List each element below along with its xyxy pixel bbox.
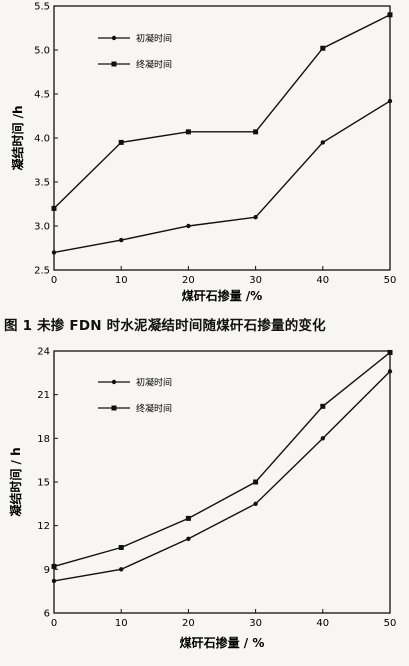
data-point	[51, 250, 57, 255]
series-line-2	[53, 14, 391, 209]
data-point	[51, 205, 57, 211]
x-tick-label: 30	[249, 618, 262, 629]
series-line-1	[53, 370, 391, 582]
data-point	[119, 567, 124, 572]
y-tick-label: 2.5	[34, 266, 50, 277]
x-tick-label: 20	[182, 618, 195, 629]
y-tick-label: 21	[37, 390, 50, 401]
data-point	[320, 140, 325, 145]
data-point	[186, 536, 191, 541]
x-tick-label: 10	[115, 275, 128, 286]
y-tick-label: 5.0	[34, 46, 50, 57]
y-axis-label: 凝结时间 /h	[10, 105, 25, 170]
data-point	[51, 563, 57, 569]
data-point	[387, 98, 393, 104]
data-point	[320, 45, 326, 51]
data-point	[186, 223, 191, 229]
y-tick-label: 4.0	[34, 134, 50, 145]
x-tick-label: 30	[249, 275, 262, 286]
plot-frame	[53, 350, 391, 614]
legend-label: 初凝时间	[136, 377, 172, 389]
y-tick-label: 6	[44, 609, 50, 620]
series-line-2	[53, 351, 391, 568]
y-tick-label: 5.5	[34, 2, 50, 13]
x-axis-label: 煤矸石掺量 / %	[180, 635, 265, 650]
data-point	[119, 237, 124, 243]
x-axis-label: 煤矸石掺量 /%	[182, 288, 263, 303]
x-tick-label: 50	[384, 618, 397, 629]
data-point	[51, 578, 57, 584]
x-tick-label: 0	[51, 618, 57, 629]
x-tick-label: 10	[115, 618, 128, 629]
legend-label: 终凝时间	[136, 403, 172, 415]
legend-marker	[111, 61, 117, 67]
y-tick-label: 3.0	[34, 222, 50, 233]
y-tick-label: 15	[37, 478, 50, 489]
y-tick-label: 4.5	[34, 90, 50, 101]
y-tick-label: 12	[37, 521, 50, 532]
setting-time-chart-2: 0 10 20 30 40 50 6 9 12 15 18 21 24 煤矸石掺量 / % 凝结时间 / h…	[8, 347, 397, 651]
data-point	[118, 545, 124, 550]
x-tick-label: 20	[182, 275, 195, 286]
x-tick-label: 40	[316, 275, 329, 286]
y-tick-label: 24	[37, 347, 50, 358]
legend-marker	[111, 379, 117, 385]
legend-marker	[111, 35, 117, 41]
data-point	[320, 403, 326, 409]
data-point	[253, 479, 259, 485]
data-point	[387, 369, 393, 374]
y-tick-label: 18	[37, 434, 50, 445]
legend-marker	[111, 405, 117, 411]
x-tick-label: 0	[51, 275, 57, 286]
data-point	[185, 515, 191, 521]
data-point	[253, 129, 259, 135]
data-point	[118, 139, 124, 145]
y-tick-label: 3.5	[34, 178, 50, 189]
data-point	[185, 129, 191, 135]
setting-time-chart-1: 0 10 20 30 40 50 2.5 3.0 3.5 4.0 4.5 5.0 5.5 煤矸石掺量 /%…	[10, 2, 397, 304]
data-point	[387, 349, 393, 355]
y-tick-label: 9	[44, 565, 50, 576]
plot-frame	[53, 5, 391, 271]
figure-caption: 图 1 未掺 FDN 时水泥凝结时间随煤矸石掺量的变化	[4, 318, 326, 334]
data-point	[253, 501, 258, 507]
series-line-1	[53, 100, 391, 254]
x-tick-label: 50	[384, 275, 397, 286]
legend-label: 初凝时间	[136, 33, 172, 45]
x-tick-label: 40	[316, 618, 329, 629]
y-axis-label: 凝结时间 / h	[8, 447, 23, 516]
data-point	[253, 215, 258, 220]
data-point	[387, 12, 393, 18]
legend-label: 终凝时间	[136, 59, 172, 71]
data-point	[320, 436, 325, 441]
